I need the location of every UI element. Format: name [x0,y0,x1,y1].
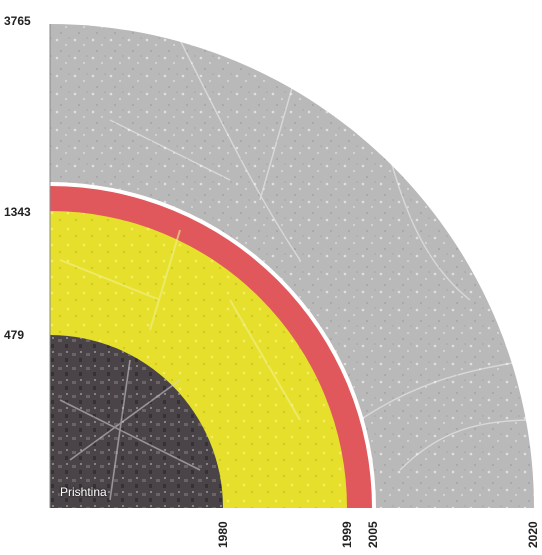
y-label-3765: 3765 [4,14,31,28]
y-label-479: 479 [4,328,25,342]
road-lines [109,39,535,471]
x-label-2005: 2005 [366,521,380,548]
x-label-1999: 1999 [340,521,354,548]
yellow-roads [59,229,301,421]
city-label: Prishtina [60,485,107,499]
x-label-2020: 2020 [526,521,540,548]
core-texture [50,335,223,508]
y-label-1343: 1343 [4,205,31,219]
x-label-1980: 1980 [216,521,230,548]
core-roads [59,359,201,501]
